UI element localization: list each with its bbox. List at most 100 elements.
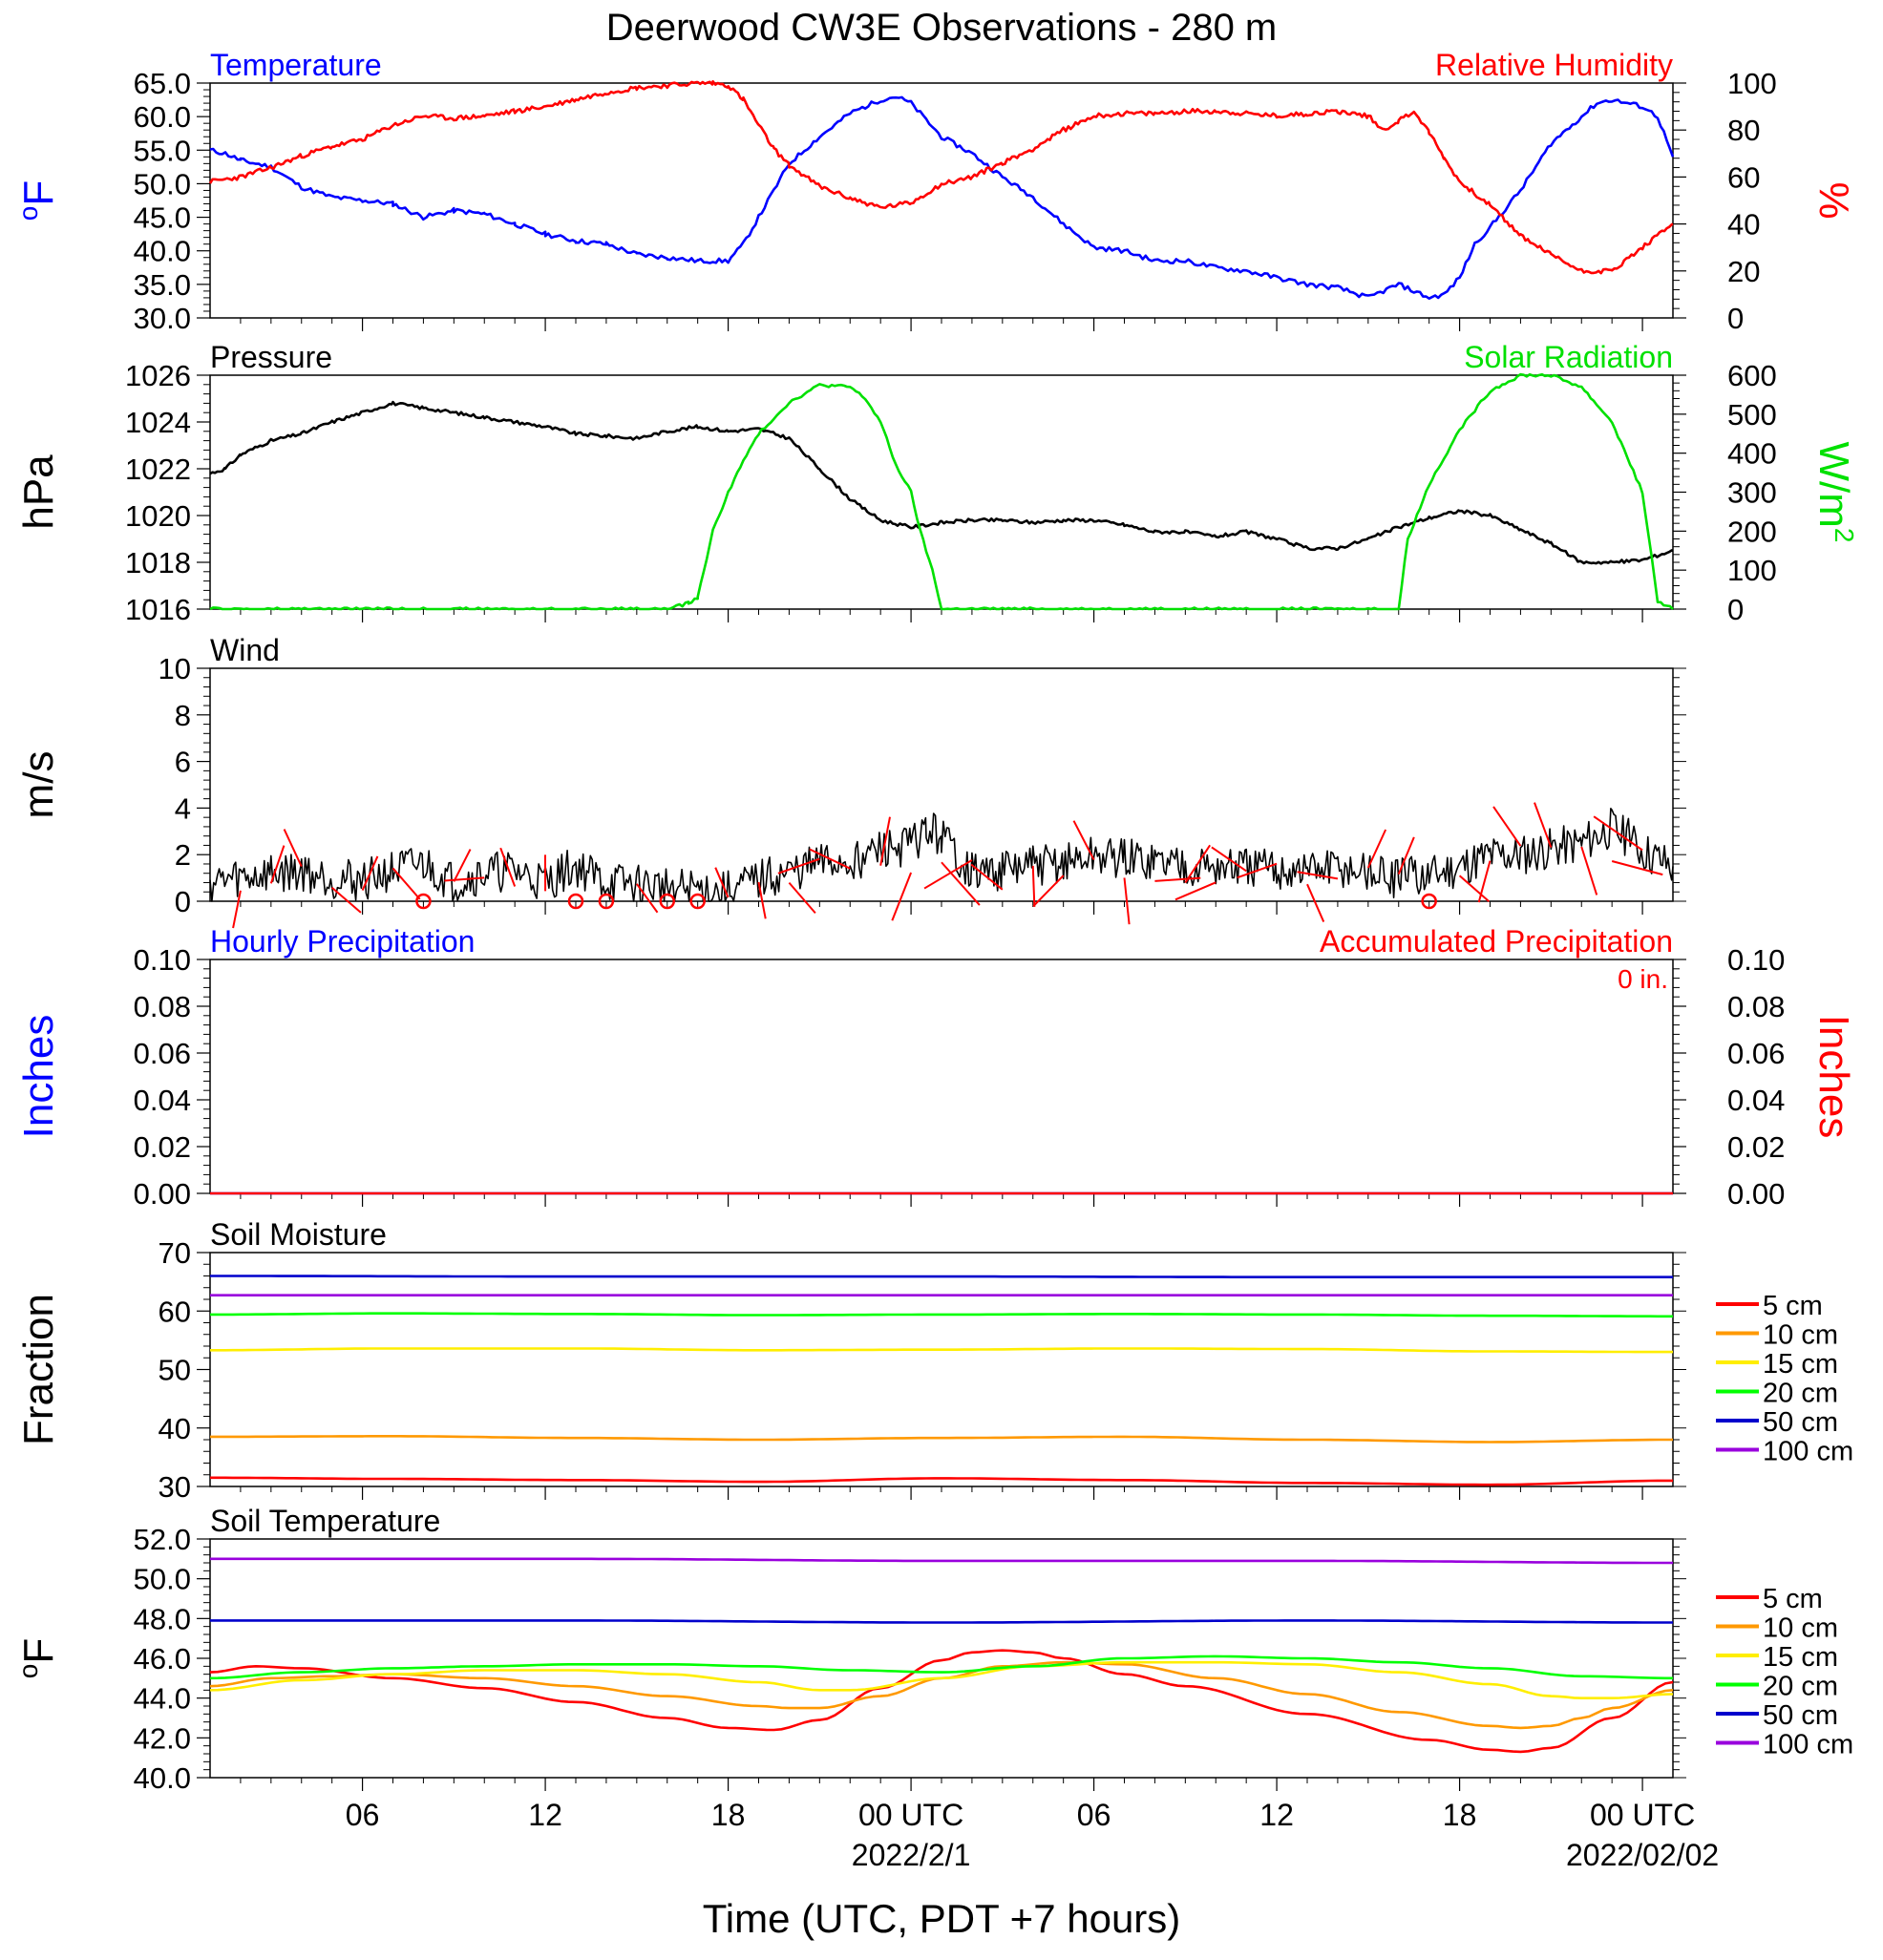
y-tick-label: 40 <box>159 1412 191 1445</box>
y-right-tick-label: 400 <box>1727 437 1777 471</box>
x-tick-label: 12 <box>1259 1798 1294 1832</box>
legend-entry: 15 cm <box>1763 1642 1838 1673</box>
wind-barb <box>777 857 820 875</box>
x-tick-label: 12 <box>528 1798 562 1832</box>
y-axis-title: Inches <box>15 1015 62 1139</box>
y-tick-label: 1020 <box>125 499 191 533</box>
y-tick-label: 6 <box>175 746 191 779</box>
wind-barb <box>1184 844 1211 884</box>
wind-barb <box>391 867 421 900</box>
calm-wind-circle <box>689 893 706 910</box>
y-right-tick-label: 100 <box>1727 554 1777 587</box>
y-tick-label: 55.0 <box>134 134 191 167</box>
wind-barb <box>1032 875 1065 907</box>
y-tick-label: 50 <box>159 1354 191 1387</box>
panel-label-pressure: Pressure <box>210 340 332 374</box>
wind-barb <box>923 859 973 890</box>
y-right-tick-label: 60 <box>1727 160 1760 194</box>
wind-barb <box>232 890 242 929</box>
wind-barb <box>1397 836 1415 875</box>
y-tick-label: 0.10 <box>134 943 191 977</box>
chart-panels: 30.035.040.045.050.055.060.065.002040608… <box>13 48 1859 1795</box>
x-tick-label: 06 <box>1077 1798 1111 1832</box>
x-tick-label: 00 UTC <box>858 1798 963 1832</box>
y-right-tick-label: 20 <box>1727 255 1760 288</box>
wind-barb <box>788 881 816 915</box>
y-tick-label: 0.00 <box>134 1177 191 1211</box>
y-tick-label: 8 <box>175 699 191 732</box>
x-tick-label: 06 <box>346 1798 380 1832</box>
y-tick-label: 44.0 <box>134 1682 191 1716</box>
legend-entry: 50 cm <box>1763 1700 1838 1731</box>
plot-frame <box>209 1538 1674 1779</box>
y-tick-label: 45.0 <box>134 201 191 235</box>
y-right-axis-title: W/m2 <box>1810 442 1859 543</box>
y-right-tick-label: 100 <box>1727 67 1777 100</box>
y-tick-label: 50.0 <box>134 1563 191 1596</box>
y-tick-label: 1022 <box>125 453 191 486</box>
series-line-10-cm <box>210 1435 1673 1444</box>
panel-hourly-precip: 0.00 0.02 0.04 0.06 0.08 0.10 0.00 0.02 0.04 0.06… <box>15 924 1857 1211</box>
panel-temperature: 30.035.040.045.050.055.060.065.0 0 20 40 60 8… <box>13 48 1857 335</box>
panel-label-soil-moisture: Soil Moisture <box>210 1217 387 1252</box>
y-axis-title: Fraction <box>15 1294 62 1445</box>
y-tick-label: 50.0 <box>134 167 191 200</box>
wind-barb <box>970 863 1004 891</box>
y-tick-label: 48.0 <box>134 1602 191 1635</box>
y-axis-title: m/s <box>15 751 62 819</box>
panel-label-humidity: Relative Humidity <box>1435 48 1673 82</box>
legend-entry: 20 cm <box>1763 1379 1838 1409</box>
wind-barbs <box>232 802 1663 929</box>
y-tick-label: 10 <box>159 652 191 685</box>
wind-barb <box>1580 846 1598 896</box>
accum-precip-total: 0 in. <box>1618 964 1668 994</box>
wind-barb <box>1072 820 1095 861</box>
y-right-tick-label: 0.08 <box>1727 990 1785 1023</box>
y-axis-title: oF <box>13 180 62 221</box>
y-tick-label: 0.06 <box>134 1037 191 1070</box>
legend-entry: 100 cm <box>1763 1730 1853 1760</box>
y-tick-label: 0.02 <box>134 1130 191 1164</box>
y-axis-title: oF <box>13 1638 62 1678</box>
series-line-relative-humidity <box>208 80 1674 275</box>
legend-entry: 10 cm <box>1763 1320 1838 1351</box>
wind-barb <box>269 845 286 884</box>
y-right-tick-label: 600 <box>1727 359 1777 392</box>
wind-barb <box>891 872 913 921</box>
y-right-axis-title: % <box>1810 181 1857 219</box>
series-line-solar-radiation <box>209 372 1674 611</box>
y-right-tick-label: 0 <box>1727 302 1744 335</box>
panel-label-soil-temp: Soil Temperature <box>210 1504 440 1538</box>
y-tick-label: 2 <box>175 838 191 872</box>
legend-entry: 15 cm <box>1763 1349 1838 1380</box>
y-right-tick-label: 0.02 <box>1727 1130 1785 1164</box>
y-tick-label: 35.0 <box>134 268 191 302</box>
wind-barb <box>1237 862 1278 879</box>
wind-barb <box>1154 876 1201 882</box>
legend-entry: 100 cm <box>1763 1437 1853 1467</box>
y-right-tick-label: 0.10 <box>1727 943 1785 977</box>
calm-wind-circle <box>598 893 615 910</box>
wind-barb <box>1458 875 1491 902</box>
time-axis: 06 12 18 00 UTC 06 12 18 00 UTC 2022/2/1 2022/02/… <box>346 1798 1719 1941</box>
wind-barb <box>1306 883 1325 922</box>
legend-entry: 10 cm <box>1763 1613 1838 1644</box>
wind-barb <box>444 876 485 882</box>
series-line-wind <box>209 808 1674 902</box>
y-right-axis-title: Inches <box>1810 1015 1857 1139</box>
panel-soil-temp: 40.0 42.0 44.0 46.0 48.0 50.0 52.0 Soil Tempera… <box>13 1504 1853 1795</box>
y-tick-label: 30 <box>159 1470 191 1504</box>
y-tick-label: 30.0 <box>134 302 191 335</box>
x-tick-label: 18 <box>711 1798 746 1832</box>
wind-barb <box>636 883 659 914</box>
y-tick-label: 0 <box>175 885 191 918</box>
y-right-tick-label: 0.06 <box>1727 1037 1785 1070</box>
y-right-tick-label: 0.00 <box>1727 1177 1785 1211</box>
wind-barb <box>1123 877 1131 925</box>
series-line-pressure <box>209 400 1674 565</box>
wind-barb <box>361 855 379 891</box>
plot-frame <box>209 959 1674 1194</box>
series-line-15-cm <box>210 1347 1673 1354</box>
